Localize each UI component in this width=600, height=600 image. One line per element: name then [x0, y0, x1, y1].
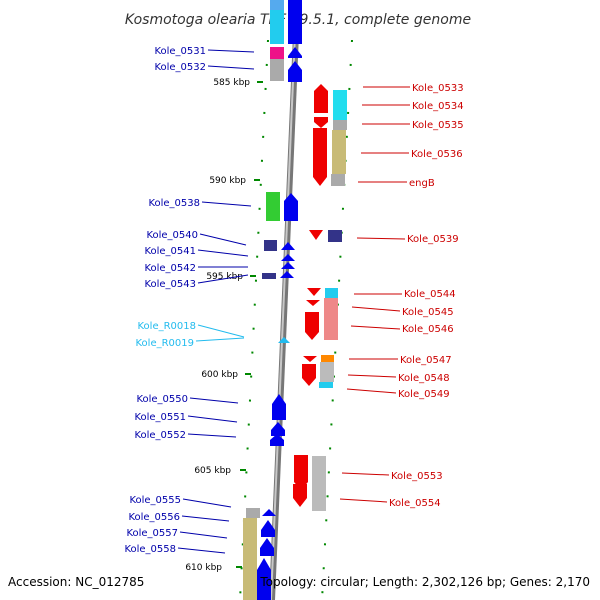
feature-kole-0545-block[interactable] — [324, 298, 338, 340]
tick-label-590: 590 kbp — [209, 176, 246, 186]
feature-kole-0554[interactable] — [293, 484, 307, 507]
gene-label-kole-0554[interactable]: Kole_0554 — [389, 498, 441, 509]
gene-labels-rna: Kole_R0018 Kole_R0019 — [135, 321, 196, 349]
feature-kole-0553[interactable] — [294, 455, 308, 490]
feature-kole-0542[interactable] — [281, 262, 295, 269]
gene-label-kole-0546[interactable]: Kole_0546 — [402, 324, 454, 335]
feature-kole-0536-block[interactable] — [332, 130, 346, 174]
gene-label-kole-0555[interactable]: Kole_0555 — [129, 495, 181, 506]
gene-label-kole-r0019[interactable]: Kole_R0019 — [135, 338, 194, 349]
feature-kole-0547-block[interactable] — [321, 355, 334, 362]
gene-label-kole-0553[interactable]: Kole_0553 — [391, 471, 443, 482]
feature-kole-0532-grey[interactable] — [270, 59, 284, 81]
feature-kole-0544-block[interactable] — [325, 288, 338, 298]
gene-label-kole-0534[interactable]: Kole_0534 — [412, 101, 464, 112]
feature-kole-0532-block[interactable] — [270, 47, 284, 59]
feature-kole-0558[interactable] — [257, 558, 271, 600]
feature-kole-0535-block[interactable] — [333, 120, 347, 130]
feature-kole-0531[interactable] — [288, 0, 302, 44]
feature-kole-0548-block[interactable] — [320, 362, 334, 382]
gene-label-kole-0542[interactable]: Kole_0542 — [144, 263, 196, 274]
gene-label-kole-0557[interactable]: Kole_0557 — [126, 528, 178, 539]
gene-label-kole-0535[interactable]: Kole_0535 — [412, 120, 464, 131]
gene-label-kole-0543[interactable]: Kole_0543 — [144, 279, 196, 290]
gene-label-kole-0552[interactable]: Kole_0552 — [134, 430, 186, 441]
feature-kole-0538[interactable] — [284, 193, 298, 221]
left-features — [243, 0, 302, 600]
leader-lines-right — [339, 86, 410, 503]
gene-label-kole-0536[interactable]: Kole_0536 — [411, 149, 463, 160]
feature-kole-0543[interactable] — [280, 271, 294, 278]
feature-kole-0541[interactable] — [281, 254, 295, 261]
gene-label-kole-0533[interactable]: Kole_0533 — [412, 83, 464, 94]
feature-kole-0538-block[interactable] — [266, 192, 280, 221]
gene-label-kole-0551[interactable]: Kole_0551 — [134, 412, 186, 423]
feature-kole-0553-block[interactable] — [312, 456, 326, 511]
gene-label-kole-0547[interactable]: Kole_0547 — [400, 355, 452, 366]
feature-kole-0546[interactable] — [305, 312, 319, 340]
feature-kole-0534[interactable] — [314, 117, 328, 128]
gene-label-kole-0549[interactable]: Kole_0549 — [398, 389, 450, 400]
feature-kole-0533[interactable] — [314, 84, 328, 113]
gene-label-kole-0545[interactable]: Kole_0545 — [402, 307, 454, 318]
feature-kole-0534-block[interactable] — [333, 90, 347, 120]
gene-label-kole-0538[interactable]: Kole_0538 — [148, 198, 200, 209]
gene-label-kole-0556[interactable]: Kole_0556 — [128, 512, 180, 523]
leader-lines-rna — [195, 324, 245, 342]
topology-text: Topology: circular; Length: 2,302,126 bp… — [259, 575, 590, 589]
accession-text: Accession: NC_012785 — [8, 575, 144, 589]
feature-kole-0540[interactable] — [281, 242, 295, 250]
gene-label-kole-0544[interactable]: Kole_0544 — [404, 289, 456, 300]
feature-kole-0547[interactable] — [303, 356, 317, 362]
gene-label-kole-0548[interactable]: Kole_0548 — [398, 373, 450, 384]
tick-marks: 585 kbp 590 kbp 595 kbp 600 kbp 605 kbp … — [185, 78, 263, 573]
feature-kole-0531-block[interactable] — [270, 10, 284, 44]
genome-axis-highlight — [270, 33, 296, 600]
gene-label-kole-0540[interactable]: Kole_0540 — [146, 230, 198, 241]
feature-engb-block[interactable] — [331, 174, 345, 186]
feature-kole-0550[interactable] — [272, 394, 286, 420]
gene-label-engb[interactable]: engB — [409, 178, 435, 189]
gene-label-kole-0558[interactable]: Kole_0558 — [124, 544, 176, 555]
feature-kole-0545[interactable] — [306, 300, 320, 306]
feature-kole-r0019[interactable] — [278, 337, 290, 343]
right-features — [293, 84, 347, 511]
feature-kole-0555[interactable] — [262, 509, 276, 516]
gene-labels-left: Kole_0531 Kole_0532 Kole_0538 Kole_0540 … — [124, 46, 206, 555]
feature-kole-0548[interactable] — [302, 364, 316, 386]
tick-label-605: 605 kbp — [194, 466, 231, 476]
tick-label-585: 585 kbp — [213, 78, 250, 88]
feature-kole-0557[interactable] — [260, 538, 274, 556]
leader-lines-left — [177, 49, 255, 554]
gene-label-kole-0539[interactable]: Kole_0539 — [407, 234, 459, 245]
feature-kole-0543-block[interactable] — [262, 273, 276, 279]
feature-kole-0532-head[interactable] — [288, 47, 302, 58]
tick-label-600: 600 kbp — [201, 370, 238, 380]
feature-kole-0536[interactable] — [313, 128, 327, 186]
feature-kole-0552[interactable] — [270, 434, 284, 446]
feature-kole-0544[interactable] — [307, 288, 321, 296]
feature-kole-0555-grey[interactable] — [246, 508, 260, 518]
tick-label-595: 595 kbp — [206, 272, 243, 282]
feature-kole-0556[interactable] — [261, 520, 275, 537]
tick-label-610: 610 kbp — [185, 563, 222, 573]
gene-label-kole-r0018[interactable]: Kole_R0018 — [137, 321, 196, 332]
feature-kole-0532[interactable] — [288, 61, 302, 82]
gene-label-kole-0532[interactable]: Kole_0532 — [154, 62, 206, 73]
gene-label-kole-0531[interactable]: Kole_0531 — [154, 46, 206, 57]
feature-kole-0549-block[interactable] — [319, 382, 333, 388]
feature-kole-0551[interactable] — [271, 422, 285, 436]
gene-labels-right: Kole_0533 Kole_0534 Kole_0535 Kole_0536 … — [389, 83, 464, 509]
feature-kole-0539-block[interactable] — [328, 230, 342, 242]
gene-label-kole-0550[interactable]: Kole_0550 — [136, 394, 188, 405]
feature-kole-0530[interactable] — [270, 0, 284, 10]
feature-kole-0539[interactable] — [309, 230, 323, 240]
feature-kole-0540-block[interactable] — [264, 240, 277, 251]
gene-label-kole-0541[interactable]: Kole_0541 — [144, 246, 196, 257]
feature-kole-0555-block[interactable] — [243, 518, 257, 600]
